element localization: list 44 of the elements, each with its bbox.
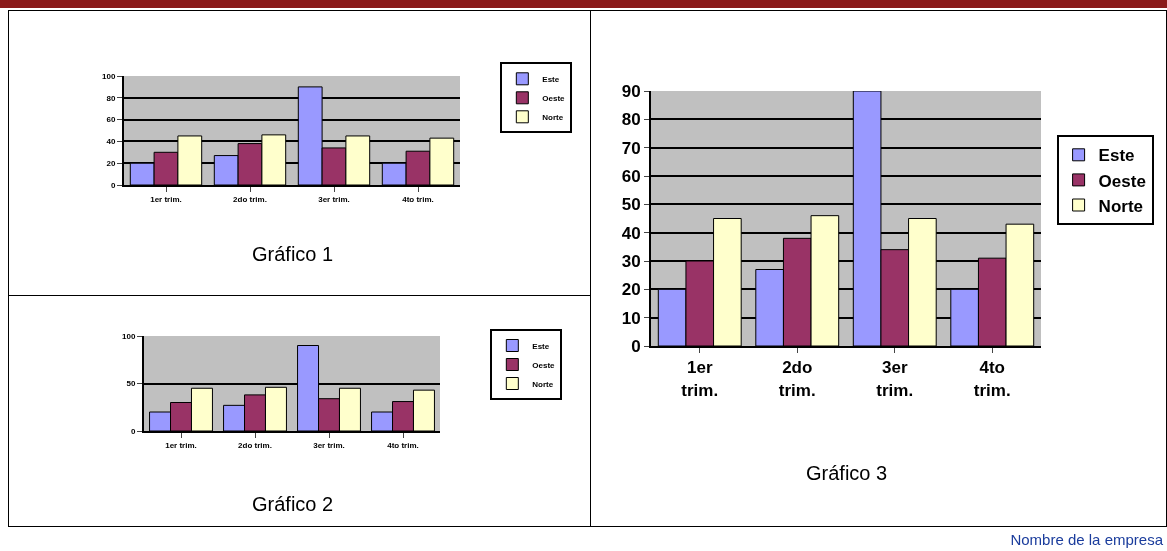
x-tick-label: 2do trim. <box>778 358 816 400</box>
x-tick-label: 3er trim. <box>318 194 350 204</box>
x-tick-label: 4to trim. <box>402 194 434 204</box>
legend-label: Norte <box>542 112 564 122</box>
y-tick-label: 60 <box>106 115 116 125</box>
y-tick-label: 30 <box>621 251 641 271</box>
legend-label: Oeste <box>542 93 566 103</box>
y-tick-label: 20 <box>621 280 641 300</box>
text: Nombre de la empresa <box>1010 531 1163 548</box>
y-tick-label: 50 <box>126 379 136 389</box>
y-tick-label: 0 <box>130 426 136 436</box>
y-tick-label: 80 <box>621 110 641 130</box>
text: Gráfico 2 <box>252 493 334 515</box>
legend-label: Este <box>542 74 560 84</box>
y-tick-label: 80 <box>106 93 116 103</box>
y-tick-label: 20 <box>106 159 116 168</box>
y-tick-label: 100 <box>102 71 116 81</box>
x-tick-label: 3er trim. <box>313 440 345 450</box>
legend-label: Este <box>1098 146 1135 166</box>
legend-label: Oeste <box>532 360 556 370</box>
y-tick-label: 70 <box>621 138 641 158</box>
x-tick-label: 4to trim. <box>973 358 1011 400</box>
x-tick-label: 2do trim. <box>233 194 267 204</box>
y-tick-label: 0 <box>631 336 641 356</box>
y-tick-label: 0 <box>110 180 116 190</box>
legend-label: Este <box>532 341 550 351</box>
y-tick-label: 50 <box>621 195 641 215</box>
x-tick-label: 1er trim. <box>150 194 182 204</box>
x-tick-label: 4to trim. <box>387 440 419 450</box>
x-tick-label: 2do trim. <box>238 440 272 450</box>
text: Gráfico 1 <box>252 243 334 265</box>
y-tick-label: 60 <box>621 166 641 186</box>
x-tick-label: 1er trim. <box>165 440 197 450</box>
text: Gráfico 3 <box>806 462 888 484</box>
x-tick-label: 3er trim. <box>876 358 914 400</box>
x-tick-label: 1er trim. <box>681 358 719 400</box>
y-tick-label: 90 <box>621 81 641 101</box>
legend-label: Norte <box>1098 196 1144 216</box>
y-tick-label: 10 <box>621 308 641 328</box>
y-tick-label: 40 <box>106 137 116 147</box>
y-tick-label: 100 <box>122 331 136 341</box>
y-tick-label: 40 <box>621 223 641 243</box>
legend-label: Norte <box>532 379 554 389</box>
legend-label: Oeste <box>1098 171 1146 191</box>
